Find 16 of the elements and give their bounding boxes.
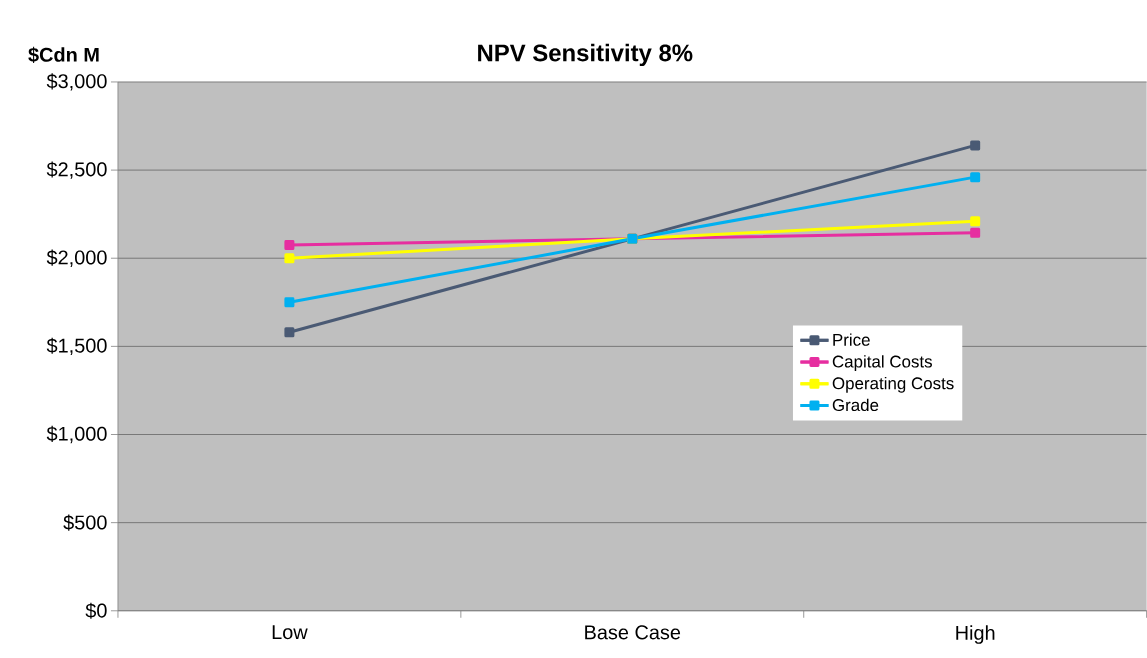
x-tick-label: Base Case <box>585 625 681 640</box>
legend-label: Grade <box>832 398 879 412</box>
legend-label: Operating Costs <box>832 377 954 393</box>
x-tick-label: High <box>956 625 995 644</box>
y-axis-title: $Cdn M <box>28 46 99 64</box>
y-tick-label: $2,000 <box>46 249 107 267</box>
legend-label: Capital Costs <box>832 355 932 372</box>
legend-label: Price <box>833 333 870 346</box>
y-tick-label: $1,000 <box>46 425 107 444</box>
y-tick-label: $0 <box>85 602 107 619</box>
x-tick-label: Low <box>272 625 308 640</box>
y-tick-label: $2,500 <box>46 161 107 179</box>
y-tick-label: $500 <box>63 514 107 531</box>
chart-title: NPV Sensitivity 8% <box>478 43 693 67</box>
y-tick-label: $3,000 <box>46 73 107 91</box>
y-tick-label: $1,500 <box>46 337 107 356</box>
